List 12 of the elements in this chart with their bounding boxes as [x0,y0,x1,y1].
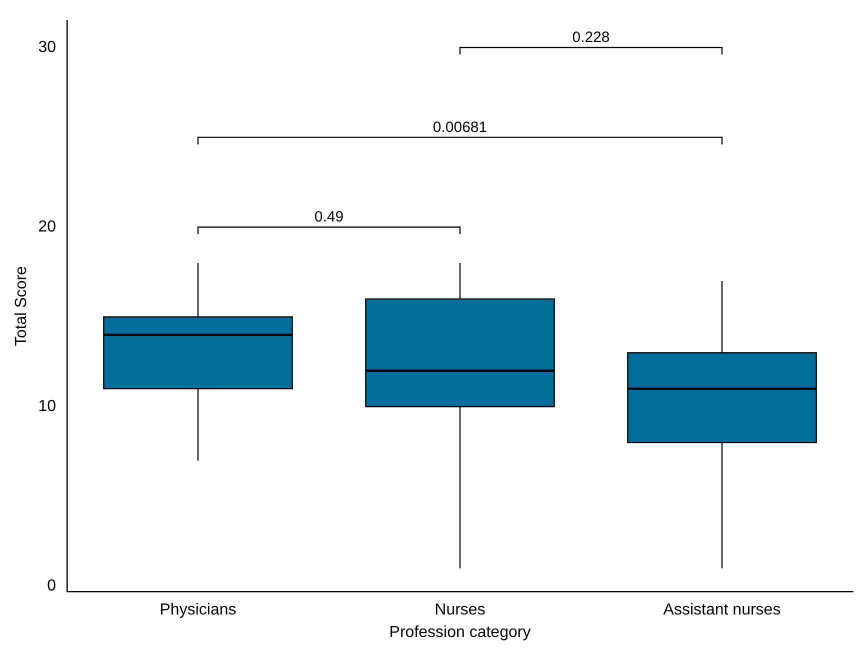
annotation: 0.00681 [432,118,488,136]
x-tick-label: Physicians [160,602,236,619]
y-tick-label: 0 [47,578,56,595]
y-axis-title: Total Score [13,266,30,346]
x-tick-label: Assistant nurses [663,602,781,619]
y-tick-label: 30 [38,38,56,56]
y-tick-label: 20 [38,218,56,236]
y-tick-label: 10 [38,398,56,416]
annotation: 0.228 [572,29,610,46]
annotation: 0.49 [314,208,344,226]
x-axis-title: Profession category [389,624,531,641]
x-tick-label: Nurses [434,602,486,619]
